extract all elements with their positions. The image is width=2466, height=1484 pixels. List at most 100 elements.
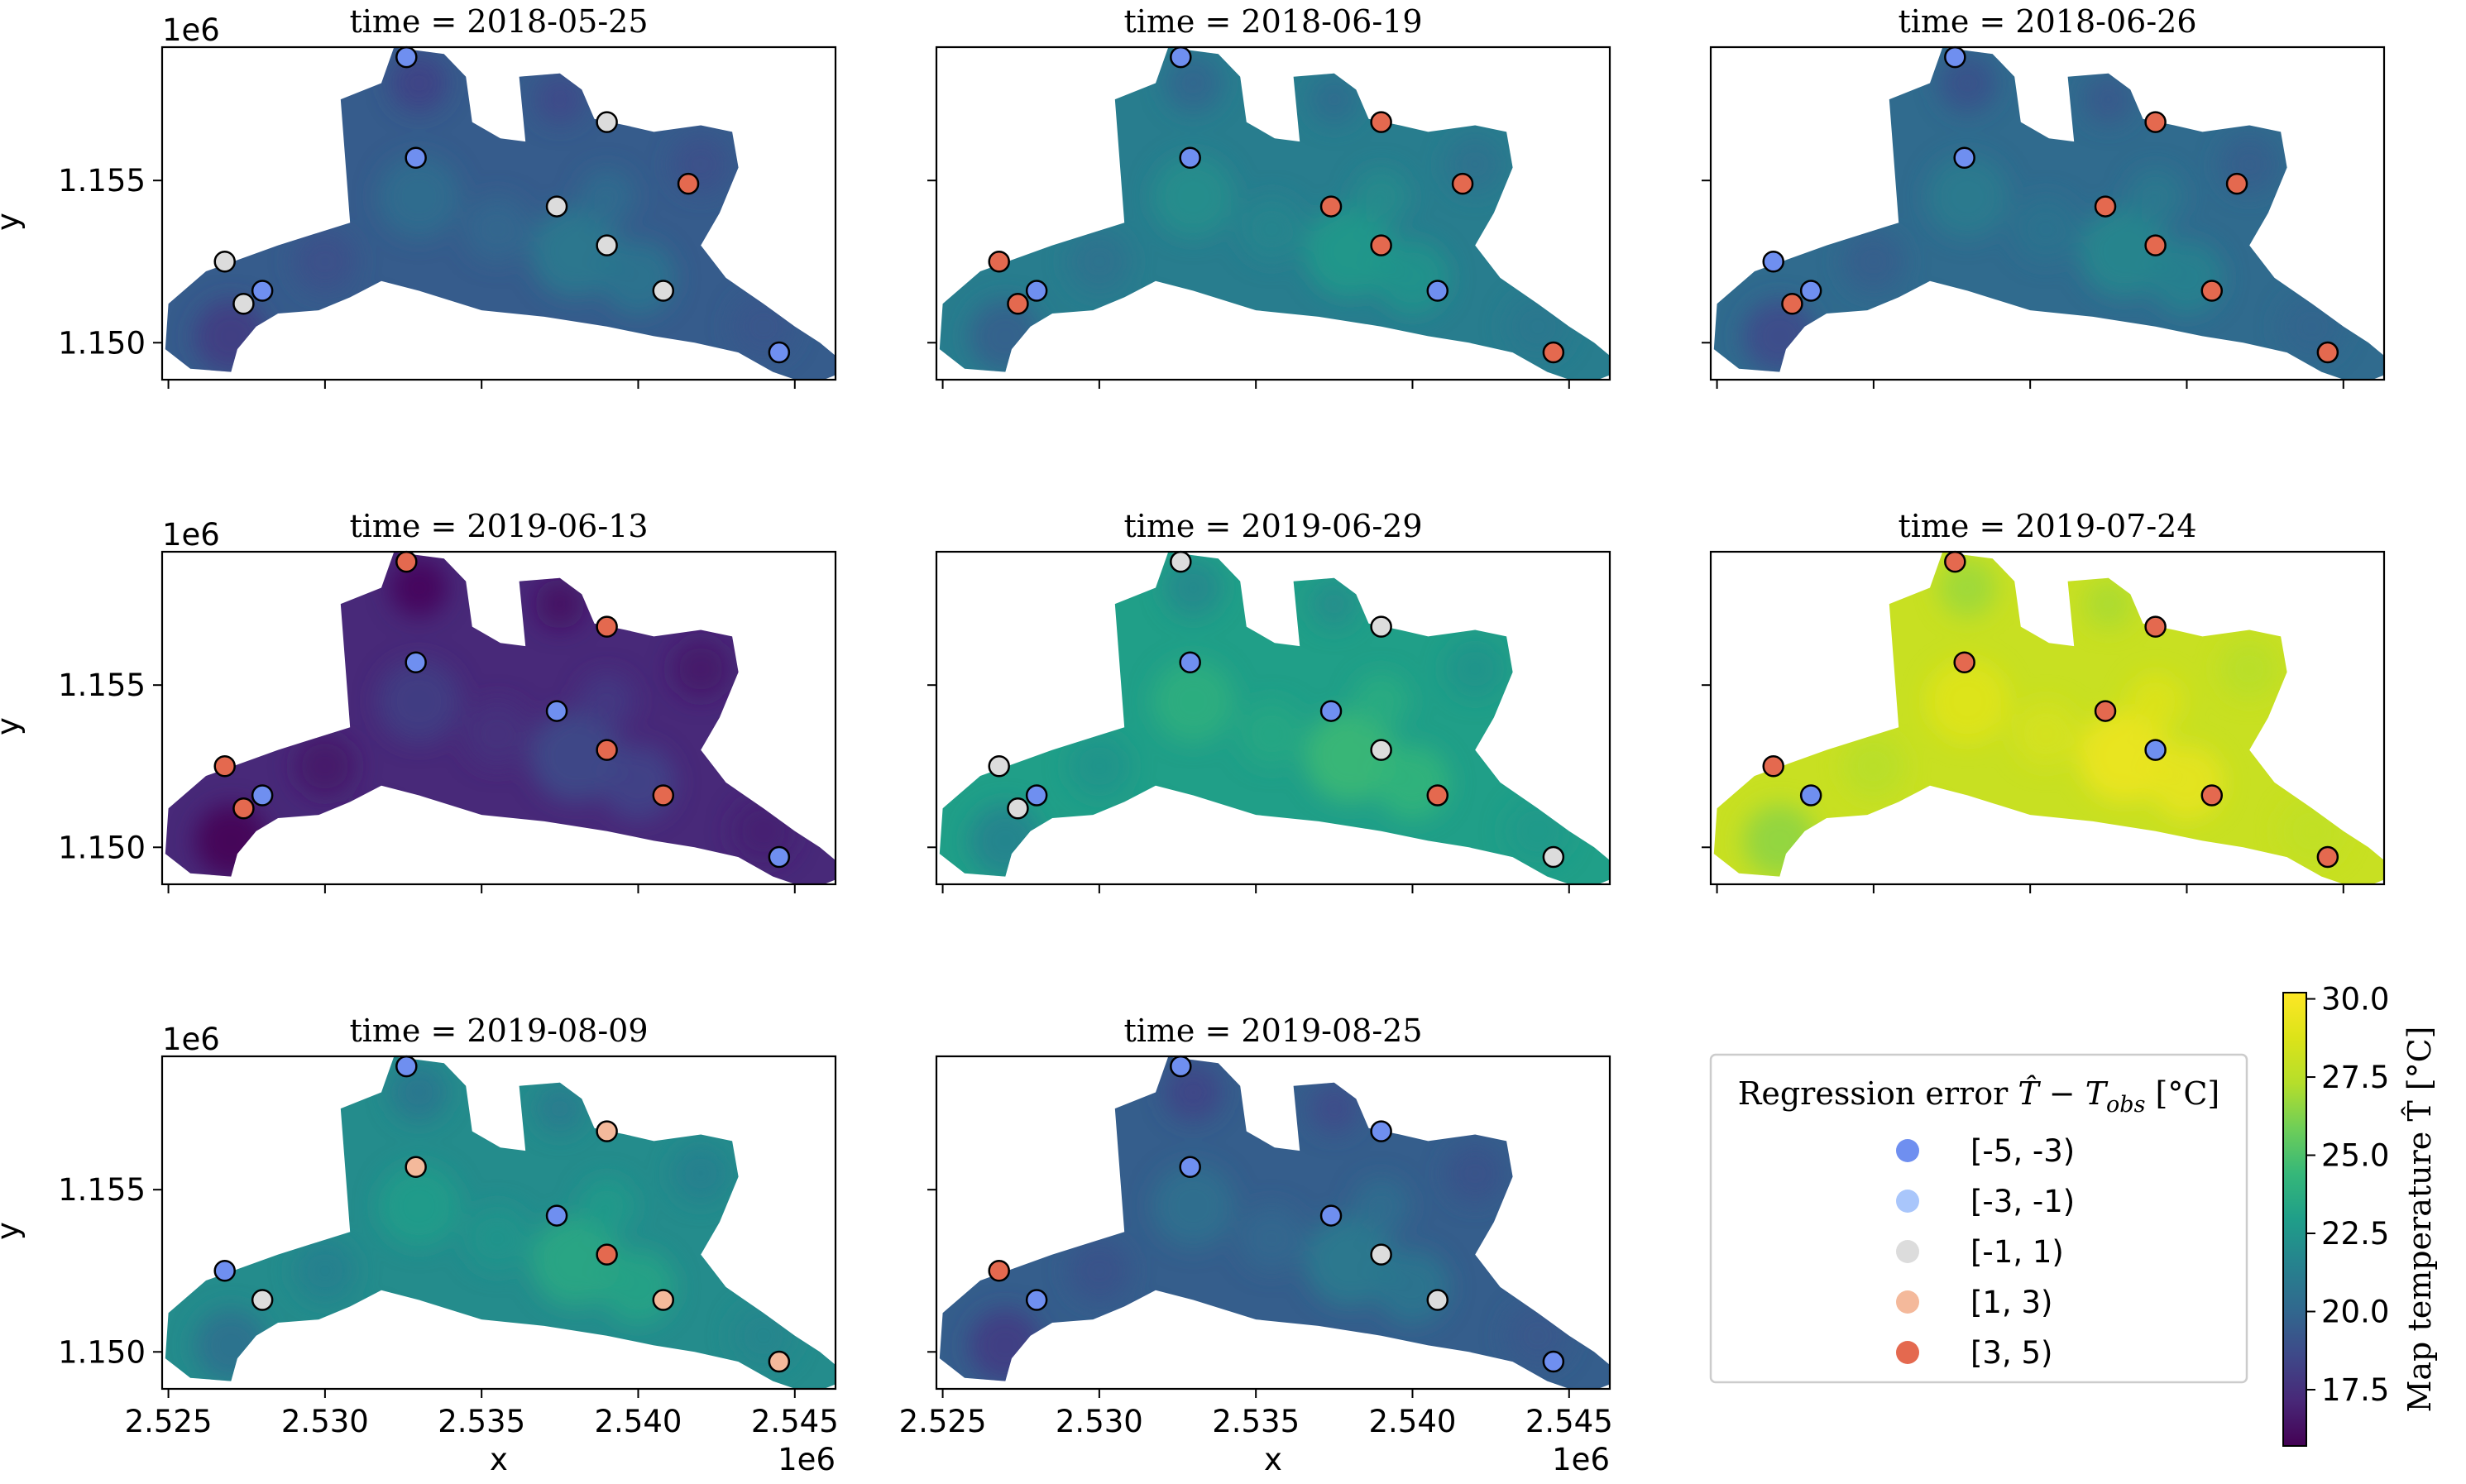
station-marker [1451, 172, 1474, 195]
station-marker [251, 1289, 274, 1311]
station-marker [988, 754, 1010, 778]
station-marker [251, 280, 274, 302]
station-marker [1025, 280, 1048, 302]
y-tick-label: 1.150 [58, 1334, 146, 1370]
map-panel: time = 2019-08-09 2.525 2.530 2.535 2.540 2.5… [0, 1012, 839, 1477]
station-marker [1426, 784, 1449, 807]
y-tick-label: 1.155 [58, 1172, 146, 1208]
station-marker [768, 1350, 791, 1373]
panel-title: time = 2018-06-19 [1123, 3, 1422, 40]
station-marker [1170, 45, 1192, 69]
station-marker [1179, 651, 1201, 673]
legend-label: [-3, -1) [1970, 1184, 2075, 1219]
legend-marker [1896, 1139, 1919, 1162]
map-panel: time = 2019-08-25 2.525 2.530 2.535 2.540 2.5… [899, 1012, 1613, 1477]
temperature-field [1713, 552, 2384, 884]
station-marker [596, 739, 618, 761]
station-marker [1426, 280, 1449, 302]
y-tick-label: 1.155 [58, 163, 146, 199]
x-tick-label: 2.540 [595, 1404, 682, 1439]
colorbar-ticks: 17.5 20.0 22.5 25.0 27.5 30.0 [2306, 982, 2389, 1408]
legend-entries: [-5, -3) [-3, -1) [-1, 1) [1, 3) [3, 5) [1896, 1133, 2075, 1371]
station-marker [1370, 739, 1392, 761]
station-marker [1542, 341, 1565, 364]
legend-label: [3, 5) [1970, 1335, 2052, 1371]
y-tick-label: 1.150 [58, 830, 146, 865]
station-marker [213, 1259, 236, 1282]
station-marker [1370, 615, 1392, 638]
legend-label: [-1, 1) [1970, 1234, 2064, 1270]
station-marker [251, 784, 274, 807]
station-marker [545, 700, 568, 722]
panel-title: time = 2019-07-24 [1898, 508, 2196, 544]
y-offset-label: 1e6 [162, 12, 220, 48]
station-marker [2144, 111, 2167, 133]
x-tick-label: 2.530 [1056, 1404, 1143, 1439]
colorbar-tick-label: 22.5 [2321, 1216, 2389, 1252]
temperature-field [939, 47, 1610, 380]
station-marker [2144, 234, 2167, 256]
temperature-field [939, 1056, 1610, 1389]
panel-title: time = 2019-08-25 [1123, 1012, 1422, 1049]
y-axis-label: y [0, 717, 26, 735]
station-marker [1319, 700, 1343, 722]
x-tick-label: 2.545 [751, 1404, 839, 1439]
colorbar-tick-label: 27.5 [2321, 1060, 2389, 1095]
panel-title: time = 2019-06-13 [349, 508, 648, 544]
station-marker [1319, 195, 1343, 218]
station-marker [395, 45, 418, 69]
station-marker [405, 146, 427, 169]
station-marker [1762, 250, 1784, 273]
station-marker [545, 195, 568, 218]
legend-label: [1, 3) [1970, 1285, 2052, 1320]
x-offset-label: 1e6 [1552, 1442, 1610, 1477]
station-marker [1799, 280, 1822, 302]
station-marker [2225, 172, 2248, 195]
station-marker [768, 845, 791, 869]
station-marker [652, 280, 675, 302]
station-marker [652, 784, 675, 807]
legend-marker [1896, 1190, 1919, 1213]
station-marker [1170, 550, 1192, 573]
temperature-field [165, 47, 836, 380]
y-tick-label: 1.150 [58, 325, 146, 361]
colorbar-gradient [2282, 992, 2307, 1447]
station-marker [1370, 111, 1392, 133]
axes-frame [160, 1055, 837, 1391]
station-marker [1370, 234, 1392, 256]
station-marker [2144, 615, 2167, 638]
station-marker [988, 1259, 1010, 1282]
legend-label: [-5, -3) [1970, 1133, 2075, 1169]
station-marker [1781, 292, 1803, 315]
axes-frame [1709, 550, 2386, 886]
station-marker [395, 550, 418, 573]
station-marker [1007, 292, 1029, 315]
x-tick-label: 2.535 [438, 1404, 525, 1439]
station-marker [596, 1243, 618, 1266]
y-axis-label: y [0, 213, 26, 231]
station-marker [1179, 146, 1201, 169]
colorbar: 17.5 20.0 22.5 25.0 27.5 30.0 Map temperature… [2282, 982, 2438, 1447]
station-marker [1370, 1243, 1392, 1266]
station-marker [1170, 1055, 1192, 1078]
axes-frame [935, 1055, 1611, 1391]
station-marker [2200, 784, 2224, 807]
station-marker [988, 250, 1010, 273]
station-marker [213, 754, 236, 778]
station-marker [545, 1204, 568, 1227]
station-marker [405, 651, 427, 673]
station-marker [405, 1156, 427, 1178]
temperature-field [165, 552, 836, 884]
axes-frame [160, 45, 837, 381]
y-offset-label: 1e6 [162, 517, 220, 553]
station-marker [596, 1120, 618, 1142]
station-marker [768, 341, 791, 364]
station-marker [2316, 341, 2339, 364]
colorbar-label: Map temperature T̂ [°C] [2401, 1026, 2438, 1412]
temperature-field [165, 1056, 836, 1389]
x-tick-label: 2.545 [1525, 1404, 1613, 1439]
x-tick-label: 2.535 [1212, 1404, 1300, 1439]
axes-frame [935, 45, 1611, 381]
x-tick-label: 2.525 [899, 1404, 987, 1439]
station-marker [1944, 550, 1966, 573]
